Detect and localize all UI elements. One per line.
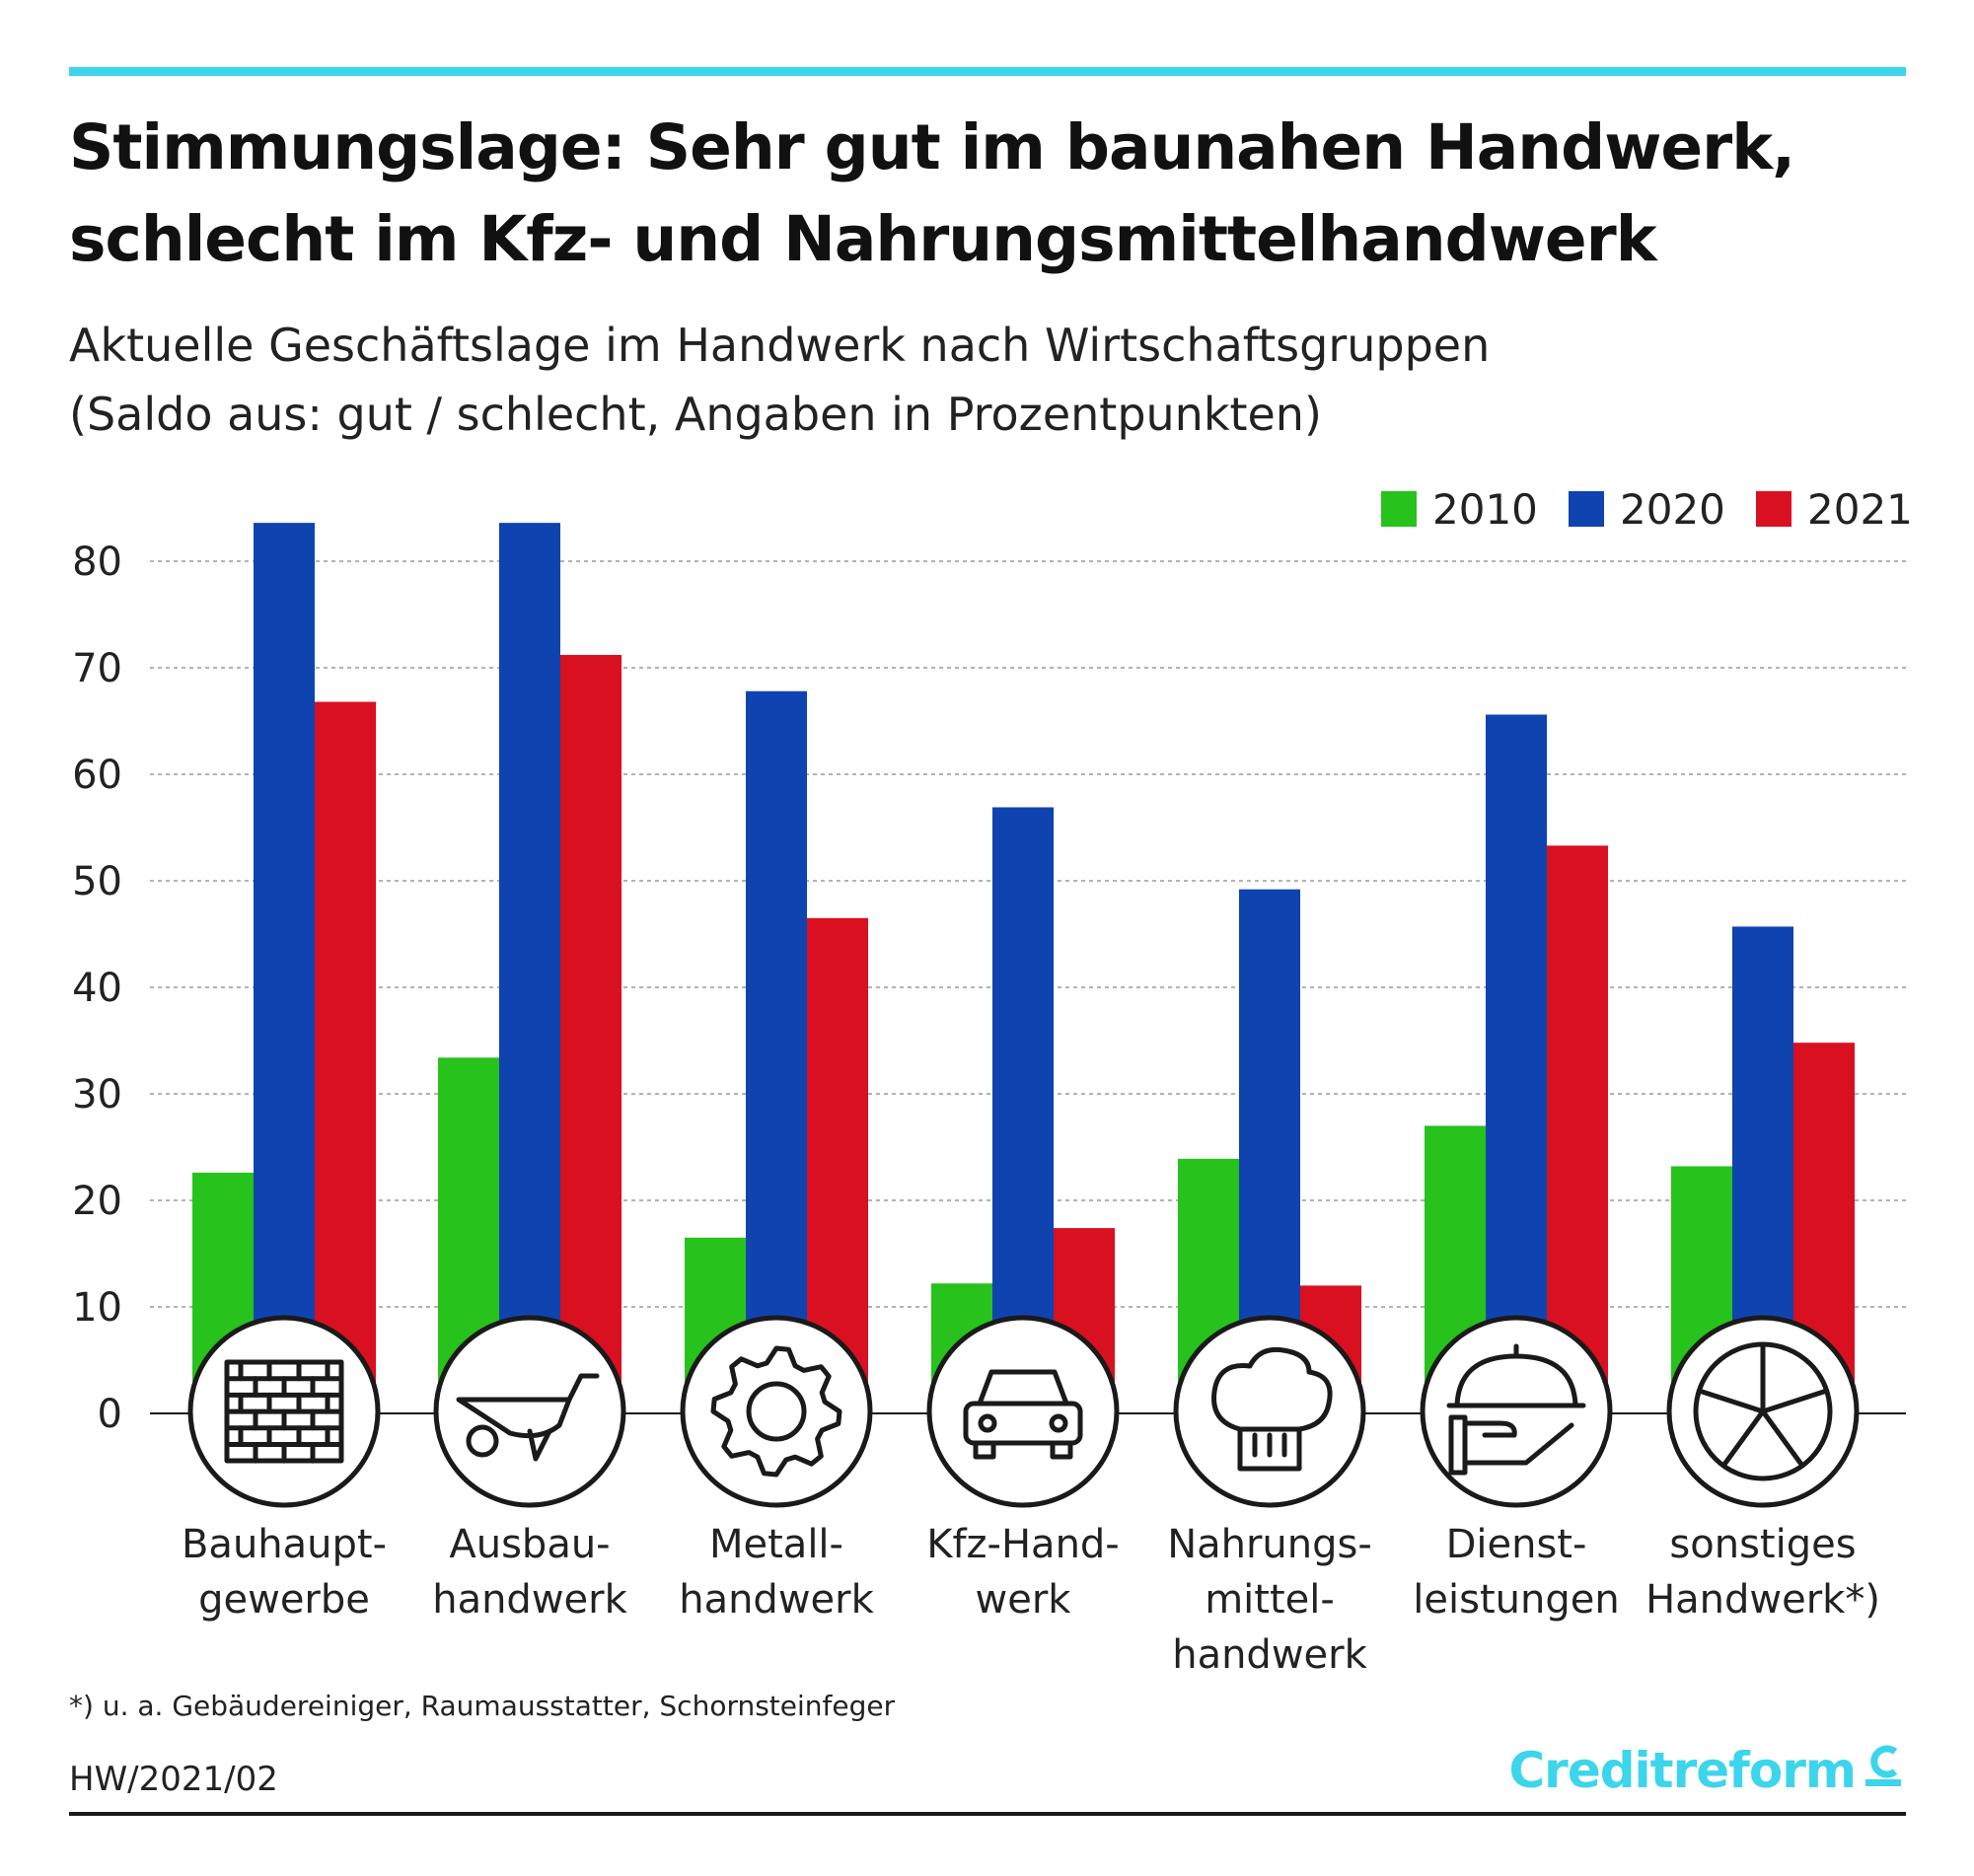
bar xyxy=(992,807,1054,1413)
bottom-rule xyxy=(69,1812,1906,1816)
y-tick-label: 50 xyxy=(72,859,122,904)
icon-circle xyxy=(1173,1315,1366,1508)
y-tick-label: 40 xyxy=(72,966,122,1011)
gear-icon xyxy=(710,1345,842,1478)
serving-cloche-icon xyxy=(1446,1343,1586,1476)
category-label: Dienst- leistungen xyxy=(1413,1522,1620,1623)
category-label: Kfz-Hand- werk xyxy=(926,1522,1120,1623)
category-icon-group xyxy=(926,1315,1120,1508)
category-icon-group xyxy=(1420,1315,1613,1508)
hand-cuff xyxy=(1448,1414,1468,1476)
pie-divider xyxy=(1760,1408,1805,1469)
footnote: *) u. a. Gebäudereiniger, Raumausstatter… xyxy=(69,1690,896,1722)
gear-hub xyxy=(746,1381,807,1442)
bar xyxy=(499,523,560,1413)
bar xyxy=(254,523,315,1413)
legend-swatch xyxy=(1756,491,1791,527)
icon-circle xyxy=(1420,1315,1613,1508)
car-icon xyxy=(963,1369,1083,1460)
car-body xyxy=(963,1401,1083,1446)
bar xyxy=(746,690,807,1413)
bar xyxy=(1486,714,1547,1413)
y-tick-label: 20 xyxy=(72,1179,122,1224)
category-icons xyxy=(187,1315,1860,1508)
category-label: Ausbau- handwerk xyxy=(432,1522,627,1623)
legend-label: 2020 xyxy=(1620,485,1725,534)
category-icon-group xyxy=(187,1315,381,1508)
chart-title-line-2: schlecht im Kfz- und Nahrungsmittelhandw… xyxy=(69,203,1657,275)
car-headlight xyxy=(978,1413,997,1433)
top-accent-bar xyxy=(69,67,1906,76)
brand-name: Creditreform xyxy=(1508,1742,1857,1799)
legend-swatch xyxy=(1569,491,1604,527)
gear-teeth xyxy=(710,1345,842,1478)
car-wheel xyxy=(1050,1440,1073,1460)
icon-circle xyxy=(433,1315,626,1508)
chef-hat-band xyxy=(1237,1426,1302,1472)
bars xyxy=(192,523,1855,1413)
category-icon-group xyxy=(1666,1315,1860,1508)
hand-palm xyxy=(1462,1420,1574,1466)
car-headlight xyxy=(1049,1413,1068,1433)
chart-subtitle-line-1: Aktuelle Geschäftslage im Handwerk nach … xyxy=(69,319,1491,372)
chart-subtitle: Aktuelle Geschäftslage im Handwerk nach … xyxy=(69,311,1924,449)
car-roof xyxy=(977,1369,1069,1407)
source-code: HW/2021/02 xyxy=(69,1760,278,1799)
creditreform-c-icon xyxy=(1865,1745,1901,1786)
wheelbarrow-wheel xyxy=(466,1424,499,1458)
wheelbarrow-tub xyxy=(456,1397,572,1439)
car-wheel xyxy=(973,1440,996,1460)
category-label: sonstiges Handwerk*) xyxy=(1645,1522,1880,1623)
bar xyxy=(315,701,376,1413)
category-icon-group xyxy=(433,1315,626,1508)
legend: 2010 2020 2021 xyxy=(1381,485,1913,534)
chef-hat-top xyxy=(1211,1346,1333,1432)
y-tick-label: 80 xyxy=(72,540,122,585)
category-label: Bauhaupt- gewerbe xyxy=(181,1522,388,1623)
pie-divider xyxy=(1720,1408,1766,1469)
chart-subtitle-line-2: (Saldo aus: gut / schlecht, Angaben in P… xyxy=(69,388,1322,441)
brick-wall-icon xyxy=(224,1359,344,1464)
legend-label: 2021 xyxy=(1807,485,1913,534)
y-tick-label: 70 xyxy=(72,646,122,691)
pie-divider xyxy=(1760,1388,1830,1414)
y-tick-label: 0 xyxy=(98,1392,122,1437)
pie-divider xyxy=(1696,1388,1766,1414)
brand-logo: Creditreform xyxy=(1508,1742,1905,1799)
y-tick-label: 60 xyxy=(72,753,122,798)
icon-circle xyxy=(926,1315,1120,1508)
bar xyxy=(1547,845,1608,1413)
legend-swatch xyxy=(1381,491,1417,527)
category-label: Nahrungs- mittel- handwerk xyxy=(1167,1522,1372,1678)
bar xyxy=(560,655,621,1413)
bar-chart: 0 10 20 30 40 50 60 70 80 2010 2020 2021 xyxy=(72,485,1913,1508)
wheelbarrow-handle xyxy=(566,1373,600,1403)
legend-label: 2010 xyxy=(1432,485,1538,534)
category-icon-group xyxy=(1173,1315,1366,1508)
icon-circle xyxy=(680,1315,873,1508)
y-tick-label: 10 xyxy=(72,1285,122,1331)
y-tick-label: 30 xyxy=(72,1072,122,1118)
category-label: Metall- handwerk xyxy=(679,1522,874,1623)
category-icon-group xyxy=(680,1315,873,1508)
cloche-dome xyxy=(1454,1353,1578,1408)
pie-segments-icon xyxy=(1693,1341,1833,1481)
chart-title: Stimmungslage: Sehr gut im baunahen Hand… xyxy=(69,102,1924,285)
wheelbarrow-leg xyxy=(527,1428,552,1462)
chart-title-line-1: Stimmungslage: Sehr gut im baunahen Hand… xyxy=(69,111,1795,183)
wheelbarrow-icon xyxy=(456,1373,600,1462)
chef-hat-icon xyxy=(1211,1346,1333,1472)
